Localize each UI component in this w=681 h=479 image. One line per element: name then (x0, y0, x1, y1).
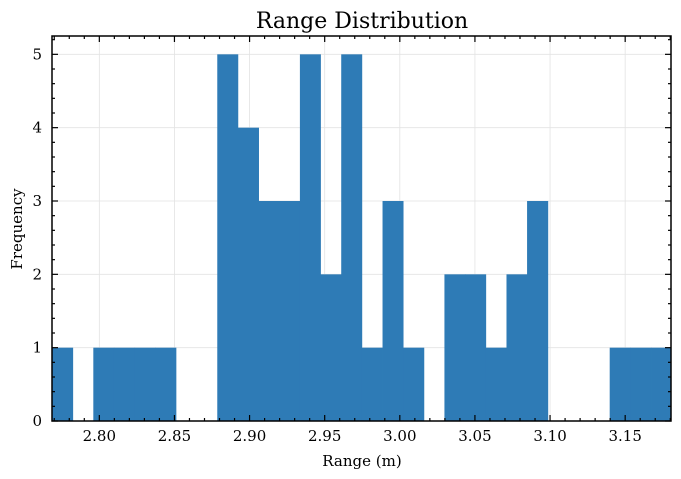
plot-frame (51, 35, 672, 422)
histogram-bar (403, 347, 425, 421)
x-tick-label: 2.95 (308, 427, 341, 445)
y-tick-label: 5 (32, 45, 42, 63)
histogram-bar (506, 274, 528, 421)
histogram-bar (113, 347, 136, 421)
y-tick-label: 4 (32, 119, 42, 137)
histogram-bar (341, 54, 363, 421)
histogram-bar (155, 347, 177, 421)
histogram-bar (134, 347, 156, 421)
histogram-bar (258, 201, 280, 421)
histogram-bar (527, 201, 549, 421)
histogram-bar (465, 274, 487, 421)
x-tick-label: 3.00 (383, 427, 416, 445)
histogram-bar (485, 347, 507, 421)
axis-ticks: 2.80 2.85 2.90 2.95 3.00 3.05 3.10 3.15 0 1 2 3 4 5 (32, 36, 671, 445)
y-tick-label: 3 (32, 192, 42, 210)
x-tick-label: 2.90 (233, 427, 266, 445)
histogram-bar (361, 347, 383, 421)
x-axis-label: Range (m) (322, 452, 401, 470)
y-tick-label: 2 (32, 265, 42, 283)
histogram-bars (52, 54, 672, 422)
histogram-bar (279, 201, 301, 421)
histogram-bar (237, 127, 259, 422)
chart-title: Range Distribution (256, 9, 468, 34)
histogram-bar (630, 347, 652, 421)
x-tick-label: 2.80 (83, 427, 116, 445)
histogram-bar (444, 274, 466, 421)
histogram-bar (651, 347, 672, 421)
histogram-bar (217, 54, 239, 421)
x-tick-label: 3.10 (533, 427, 566, 445)
histogram-bar (52, 347, 74, 421)
histogram-bar (320, 274, 342, 421)
x-tick-label: 3.15 (608, 427, 641, 445)
y-tick-label: 0 (32, 412, 42, 430)
x-tick-label: 2.85 (158, 427, 191, 445)
histogram-bar (609, 347, 631, 421)
histogram-bar (382, 201, 404, 421)
y-tick-label: 1 (32, 339, 42, 357)
y-axis-label: Frequency (8, 188, 26, 270)
x-tick-label: 3.05 (458, 427, 491, 445)
histogram-bar (299, 54, 321, 421)
histogram-bar (93, 347, 115, 421)
